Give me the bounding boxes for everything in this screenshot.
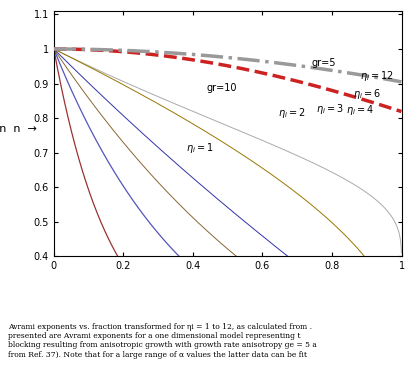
Text: $\eta_i=12$: $\eta_i=12$	[359, 70, 393, 83]
Y-axis label: v_n  n  →: v_n n →	[0, 124, 37, 134]
Text: $\eta_i=4$: $\eta_i=4$	[345, 103, 373, 117]
Text: $\eta_i=1$: $\eta_i=1$	[185, 141, 213, 155]
Text: $\eta_i=2$: $\eta_i=2$	[278, 106, 305, 120]
Text: $\eta_i=6$: $\eta_i=6$	[352, 87, 380, 101]
Text: gr=5: gr=5	[311, 58, 335, 68]
Text: gr=10: gr=10	[206, 83, 237, 93]
Text: Avrami exponents vs. fraction transformed for ηi = 1 to 12, as calculated from .: Avrami exponents vs. fraction transforme…	[8, 323, 316, 359]
Text: $\eta_i=3$: $\eta_i=3$	[316, 102, 343, 116]
